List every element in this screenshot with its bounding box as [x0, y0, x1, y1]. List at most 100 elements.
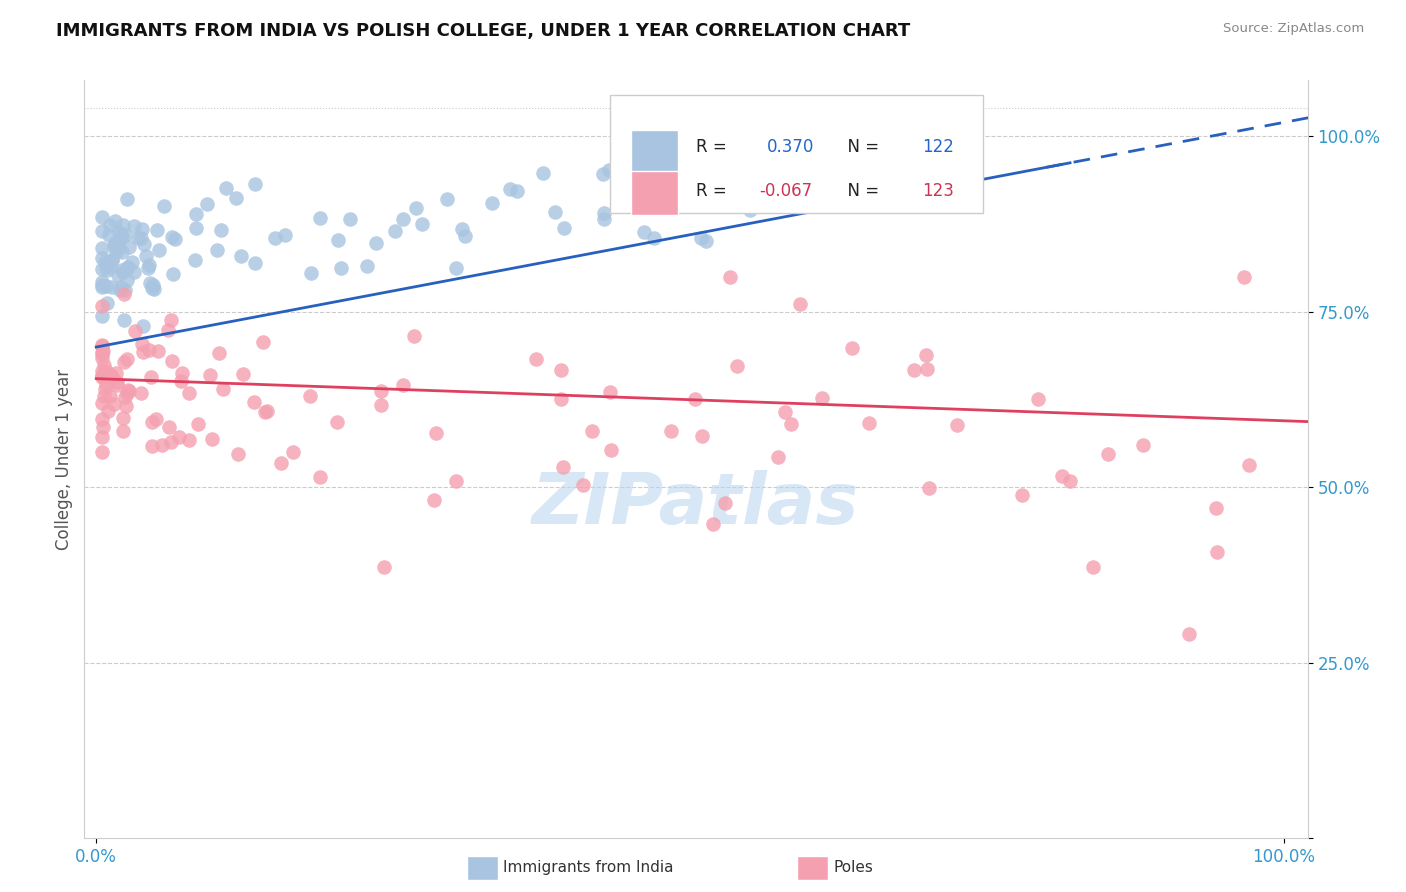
- Point: [209, 223, 232, 237]
- Point: [107, 240, 129, 254]
- Point: [841, 341, 863, 355]
- Point: [141, 278, 163, 293]
- Point: [111, 263, 134, 277]
- Point: [695, 234, 717, 248]
- Point: [370, 384, 392, 399]
- Point: [129, 386, 152, 401]
- Point: [628, 154, 651, 169]
- Point: [111, 218, 134, 232]
- Point: [170, 374, 193, 388]
- Point: [914, 348, 936, 362]
- Point: [481, 195, 503, 210]
- Point: [243, 394, 266, 409]
- Text: IMMIGRANTS FROM INDIA VS POLISH COLLEGE, UNDER 1 YEAR CORRELATION CHART: IMMIGRANTS FROM INDIA VS POLISH COLLEGE,…: [56, 22, 911, 40]
- Text: Poles: Poles: [834, 861, 873, 875]
- Point: [1132, 438, 1154, 452]
- Point: [1205, 545, 1227, 559]
- Point: [1050, 469, 1073, 483]
- Point: [225, 191, 247, 205]
- Point: [1205, 500, 1227, 515]
- Point: [212, 382, 235, 396]
- Point: [581, 424, 603, 438]
- Point: [356, 259, 378, 273]
- Point: [309, 470, 332, 484]
- Point: [111, 410, 134, 425]
- Point: [364, 235, 387, 250]
- Text: 123: 123: [922, 182, 955, 200]
- Point: [201, 433, 224, 447]
- Point: [91, 368, 114, 383]
- Point: [93, 358, 115, 372]
- Point: [571, 478, 593, 492]
- Point: [129, 230, 152, 244]
- Point: [136, 260, 159, 275]
- Point: [162, 267, 184, 281]
- Point: [197, 196, 219, 211]
- Point: [91, 364, 114, 378]
- Text: R =: R =: [696, 137, 737, 156]
- Point: [1026, 392, 1049, 406]
- Point: [700, 159, 723, 173]
- Point: [107, 268, 129, 283]
- Point: [659, 424, 682, 438]
- Point: [124, 324, 146, 338]
- Point: [849, 161, 872, 176]
- Point: [593, 212, 616, 227]
- Point: [108, 233, 131, 247]
- Point: [94, 382, 117, 396]
- Point: [692, 429, 714, 443]
- Point: [229, 250, 252, 264]
- Point: [96, 364, 118, 378]
- Point: [94, 278, 117, 293]
- Point: [118, 239, 141, 253]
- Point: [91, 345, 114, 359]
- Point: [91, 210, 114, 224]
- Point: [184, 221, 207, 235]
- Point: [101, 370, 124, 384]
- Point: [138, 276, 160, 290]
- Point: [91, 429, 114, 443]
- Point: [91, 370, 114, 384]
- Point: [91, 368, 114, 383]
- Point: [115, 386, 138, 401]
- Point: [766, 450, 789, 465]
- Point: [91, 278, 114, 293]
- Point: [425, 426, 447, 441]
- Point: [498, 181, 520, 195]
- Point: [127, 230, 149, 244]
- Text: 0.370: 0.370: [766, 137, 814, 156]
- Point: [405, 201, 427, 215]
- Point: [1097, 447, 1119, 461]
- Point: [93, 255, 115, 269]
- Point: [115, 351, 138, 366]
- Point: [1081, 560, 1104, 574]
- Point: [141, 439, 163, 453]
- Point: [115, 273, 138, 287]
- Point: [96, 263, 118, 277]
- Point: [325, 415, 347, 429]
- Point: [1011, 488, 1033, 502]
- Point: [298, 389, 321, 403]
- Point: [404, 329, 426, 343]
- Point: [131, 221, 153, 235]
- Point: [807, 154, 830, 169]
- Point: [308, 211, 330, 225]
- Point: [108, 225, 131, 239]
- Point: [270, 456, 292, 470]
- Point: [104, 367, 127, 381]
- Point: [91, 280, 114, 294]
- Point: [91, 343, 114, 358]
- Point: [91, 445, 114, 459]
- Point: [454, 228, 477, 243]
- Point: [104, 235, 127, 250]
- Point: [531, 166, 554, 180]
- Point: [205, 243, 228, 257]
- Point: [256, 404, 278, 418]
- Point: [132, 345, 155, 359]
- Point: [544, 205, 567, 219]
- Point: [91, 241, 114, 255]
- Point: [214, 181, 236, 195]
- Text: 122: 122: [922, 137, 955, 156]
- Point: [839, 168, 862, 182]
- Point: [112, 355, 135, 369]
